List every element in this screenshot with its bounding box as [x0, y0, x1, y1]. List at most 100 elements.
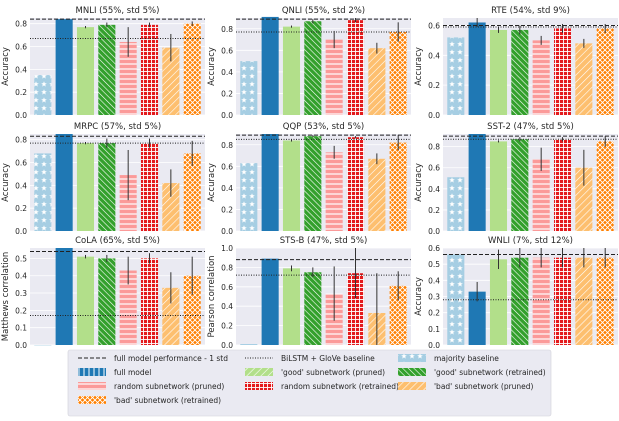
y-axis-label: Matthews correlation [1, 252, 11, 342]
y-tick-label: 0.4 [15, 65, 27, 74]
legend-swatch [78, 368, 106, 376]
y-tick-label: 0.1 [15, 324, 27, 333]
bar-full [55, 248, 73, 345]
bar-good [489, 259, 508, 345]
bar-bad-retrained [389, 142, 407, 231]
y-axis-label: Accuracy [207, 163, 217, 202]
y-tick-label: 0.1 [428, 325, 440, 334]
subplot-title: MNLI (55%, std 5%) [76, 6, 160, 16]
subplot-title: QQP (53%, std 5%) [283, 122, 364, 132]
bar-good-retrained [511, 139, 529, 231]
bar-majority [34, 153, 52, 231]
bar-majority [240, 163, 258, 231]
legend-item-full: full model [78, 368, 151, 377]
y-tick-label: 0.6 [221, 46, 233, 55]
bar-bad [162, 183, 180, 231]
subplot-sts-b: 0.0 0.2 0.4 0.6 0.8 1.0 STS-B (47%, std 5%) Pea… [207, 236, 411, 350]
bar-good-retrained [98, 24, 116, 115]
bar-full [468, 22, 486, 116]
bar-good-retrained [304, 136, 322, 231]
y-tick-label: 0.0 [15, 227, 27, 236]
y-tick-label: 0.2 [428, 206, 440, 215]
y-tick-label: 0.0 [428, 227, 440, 236]
y-tick-label: 0.8 [428, 143, 440, 152]
y-tick-label: 0.8 [15, 136, 27, 145]
bar-bad [368, 48, 386, 115]
legend-swatch [78, 382, 106, 390]
bar-bad-retrained [596, 257, 614, 345]
bar-good [489, 141, 508, 231]
y-tick-label: 0.6 [428, 164, 440, 173]
legend-item-bad: 'bad' subnetwork (pruned) [398, 382, 534, 391]
bar-full [468, 291, 486, 345]
subplot-cola: 0.0 0.1 0.2 0.3 0.4 0.5 CoLA (65%, std 5%) Matt… [1, 236, 205, 350]
bar-full [261, 134, 279, 231]
y-tick-label: 0.6 [15, 43, 27, 52]
legend-label: 'good' subnetwork (retrained) [434, 368, 546, 377]
y-tick-label: 1.0 [221, 244, 233, 253]
legend-item-bad-re: 'bad' subnetwork (retrained) [78, 396, 221, 405]
y-tick-label: 0.0 [15, 111, 27, 120]
y-tick-label: 0.8 [221, 263, 233, 272]
subplot-sst-2: 0.0 0.2 0.4 0.6 0.8 SST-2 (47%, std 5%) Accura… [414, 122, 618, 236]
y-tick-label: 0.5 [15, 254, 27, 263]
bar-good-retrained [98, 258, 116, 345]
bar-random [119, 270, 137, 345]
legend-swatch [245, 382, 273, 390]
legend-label: BiLSTM + GloVe baseline [281, 354, 375, 363]
y-tick-label: 0.6 [428, 21, 440, 30]
bar-good-retrained [304, 21, 322, 115]
y-tick-label: 0.6 [221, 283, 233, 292]
bar-good-retrained [511, 29, 529, 115]
bar-bad-retrained [183, 23, 201, 115]
bar-random-retrained [140, 24, 159, 115]
legend-item-good: 'good' subnetwork (pruned) [245, 368, 385, 377]
y-tick-label: 0.2 [15, 204, 27, 213]
subplot-title: WNLI (7%, std 12%) [488, 236, 573, 246]
y-tick-label: 0.4 [221, 302, 233, 311]
y-tick-label: 0.6 [428, 244, 440, 253]
bar-good [76, 256, 95, 345]
subplot-title: SST-2 (47%, std 5%) [487, 122, 574, 132]
y-tick-label: 0.2 [15, 88, 27, 97]
legend-swatch [245, 368, 273, 376]
legend-label: full model [114, 368, 151, 377]
y-tick-label: 0.8 [221, 25, 233, 34]
bar-good-retrained [304, 272, 322, 345]
bar-majority [447, 37, 465, 115]
bar-random-retrained [553, 139, 572, 231]
y-tick-label: 0.6 [221, 162, 233, 171]
y-tick-label: 0.0 [221, 341, 233, 350]
bar-good [76, 143, 95, 231]
bar-bad-retrained [389, 32, 407, 116]
bar-good [282, 140, 301, 231]
subplot-title: STS-B (47%, std 5%) [280, 236, 368, 246]
bar-bad [575, 257, 593, 345]
y-tick-label: 0.0 [428, 111, 440, 120]
legend-item-majority: majority baseline [398, 354, 499, 363]
bar-bad-retrained [596, 28, 614, 116]
legend-item-full-line: full model performance - 1 std [78, 354, 228, 363]
y-axis-label: Accuracy [414, 277, 424, 316]
y-tick-label: 0.3 [15, 289, 27, 298]
y-tick-label: 0.2 [221, 322, 233, 331]
y-tick-label: 0.8 [15, 20, 27, 29]
bar-bad-retrained [596, 141, 614, 231]
legend-swatch [398, 382, 426, 390]
y-tick-label: 0.4 [221, 68, 233, 77]
bar-good-retrained [511, 257, 529, 345]
legend-label: random subnetwork (pruned) [114, 382, 224, 391]
bar-bad [162, 287, 180, 345]
legend-item-good-re: 'good' subnetwork (retrained) [398, 368, 546, 377]
legend-label: full model performance - 1 std [114, 354, 228, 363]
bar-full [55, 19, 73, 116]
legend-swatch [78, 396, 106, 404]
y-axis-label: Pearson correlation [207, 255, 217, 337]
legend-label: 'bad' subnetwork (pruned) [434, 382, 534, 391]
bar-random [325, 152, 343, 231]
bar-majority [240, 344, 258, 345]
bar-full [55, 134, 73, 231]
y-tick-label: 0.4 [428, 276, 440, 285]
subplot-mrpc: 0.0 0.2 0.4 0.6 0.8 MRPC (57%, std 5%) Accurac… [1, 122, 205, 236]
legend-label: random subnetwork (retrained) [281, 382, 399, 391]
